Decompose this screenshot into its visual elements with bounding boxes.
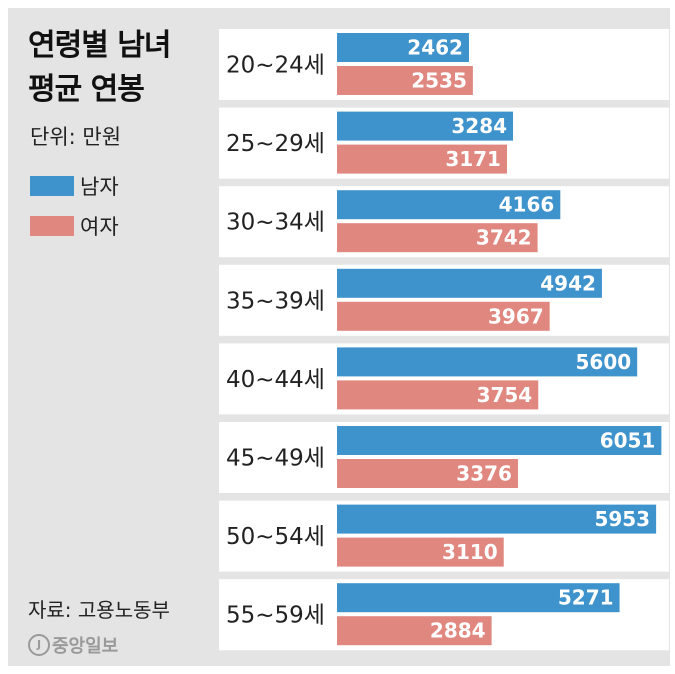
category-label: 45~49세 [226,446,325,472]
bar-value-male: 4942 [540,271,596,295]
category-row: 40~44세 5600 3754 [219,343,669,415]
unit-label: 단위: 만원 [30,125,122,149]
category-row: 25~29세 3284 3171 [219,107,669,179]
publisher-logo: J 중앙일보 [28,632,118,658]
chart-title-line-1: 연령별 남녀 [28,28,171,63]
bar-female [337,301,550,331]
bar-female [337,380,539,410]
chart-title: 연령별 남녀 평균 연봉 [28,24,171,112]
logo-text: 중앙일보 [52,636,119,657]
category-row: 20~24세 2462 2535 [219,29,669,100]
bar-female [337,537,504,567]
bar-male [337,111,514,141]
bar-value-male: 5271 [558,586,614,610]
bar-male [337,347,638,377]
bar-value-female: 3376 [456,462,512,486]
bar-female [337,616,492,646]
bar-male [337,583,620,613]
bar-value-male: 4166 [499,193,555,217]
category-label: 20~24세 [226,53,325,79]
bar-value-female: 3967 [488,304,544,328]
bar-male [337,426,662,455]
category-row: 35~39세 4942 3967 [219,264,669,336]
category-label: 40~44세 [226,367,325,393]
bar-male [337,33,469,62]
bar-male [337,268,602,298]
chart-title-line-2: 평균 연봉 [28,72,145,107]
bar-value-male: 5600 [576,350,632,374]
bar-male [337,190,561,220]
bar-female [337,144,507,174]
legend-label-male: 남자 [80,175,119,199]
bar-value-female: 3171 [445,147,501,171]
bar-value-female: 3110 [442,540,498,564]
category-label: 50~54세 [226,524,325,550]
category-label: 25~29세 [226,131,325,157]
bar-value-female: 2884 [430,619,486,643]
legend-item-male: 남자 [30,171,119,201]
legend-item-female: 여자 [30,211,119,241]
category-row: 55~59세 5271 2884 [219,579,669,651]
category-row: 45~49세 6051 3376 [219,422,669,493]
bar-value-male: 6051 [600,429,656,453]
bar-value-female: 2535 [411,69,467,93]
category-label: 35~39세 [226,288,325,314]
legend-swatch-female [30,216,74,236]
category-row: 50~54세 5953 3110 [219,500,669,572]
bar-value-male: 5953 [594,507,650,531]
source-label: 자료: 고용노동부 [28,598,170,622]
bar-value-female: 3754 [477,383,533,407]
bar-female [337,459,518,488]
category-label: 30~34세 [226,210,325,236]
bar-male [337,504,657,534]
bar-female [337,66,473,95]
legend-swatch-male [30,176,74,196]
legend-label-female: 여자 [80,215,119,239]
category-row: 30~34세 4166 3742 [219,186,669,258]
bar-value-male: 2462 [407,36,463,60]
bar-value-female: 3742 [476,226,532,250]
logo-mark-icon: J [28,634,50,656]
bar-value-male: 3284 [451,114,507,138]
bar-female [337,223,538,253]
category-label: 55~59세 [226,603,325,629]
